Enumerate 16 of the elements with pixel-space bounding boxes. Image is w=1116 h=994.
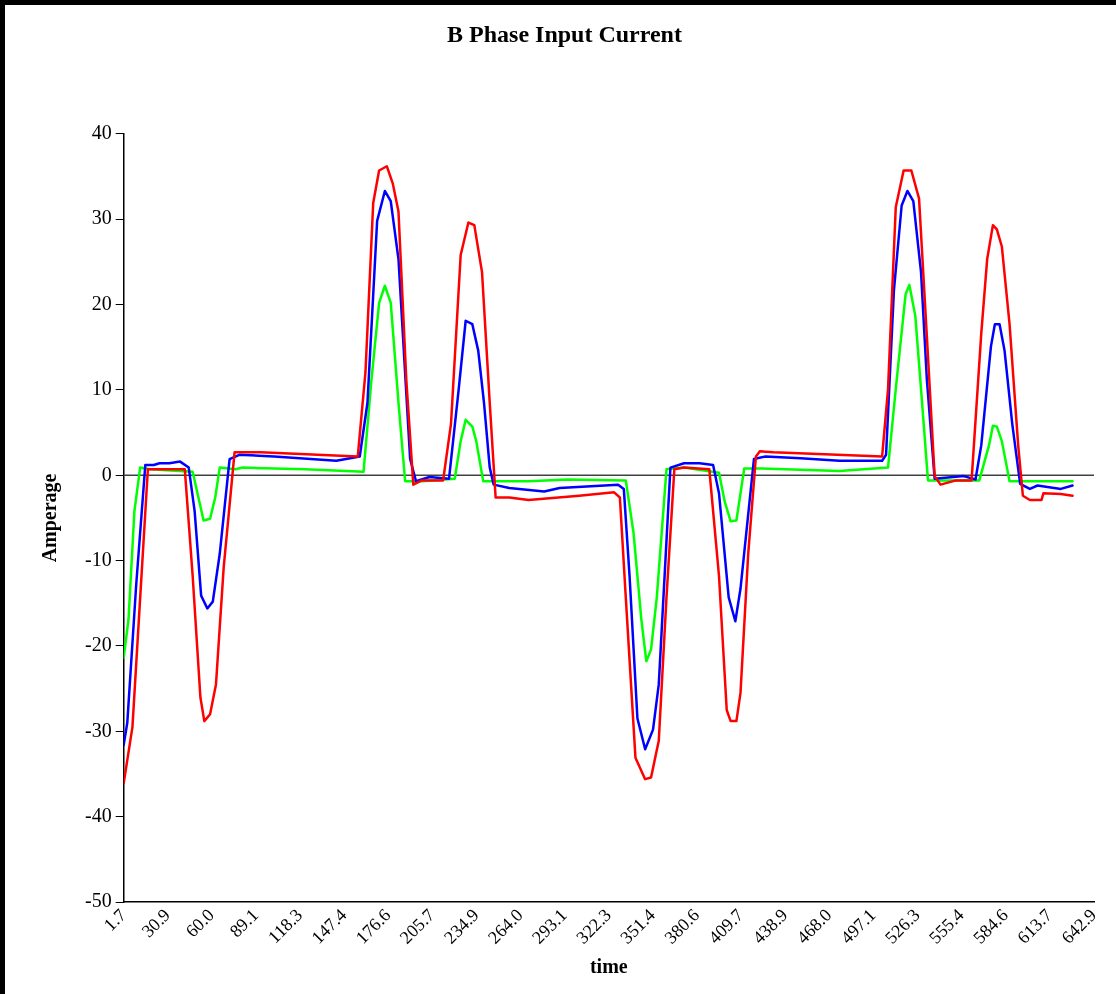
x-tick-label: 60.0 [181, 904, 219, 942]
x-tick-label: 30.9 [137, 904, 175, 942]
y-tick-label: 10 [91, 377, 112, 400]
y-tick-label: 0 [101, 462, 112, 485]
y-tick-label: 40 [91, 121, 112, 144]
y-tick-label: -50 [84, 889, 112, 912]
y-tick-label: 20 [91, 291, 112, 314]
x-axis-title: time [589, 955, 628, 978]
y-tick-label: 30 [91, 206, 112, 229]
y-tick-label: -40 [84, 803, 112, 826]
chart-title: B Phase Input Current [447, 20, 682, 47]
y-axis-title: Amperage [38, 473, 62, 563]
y-tick-label: -20 [84, 633, 112, 656]
y-tick-label: -10 [84, 547, 112, 570]
x-tick-label: 89.1 [225, 904, 263, 942]
y-tick-label: -30 [84, 718, 112, 741]
